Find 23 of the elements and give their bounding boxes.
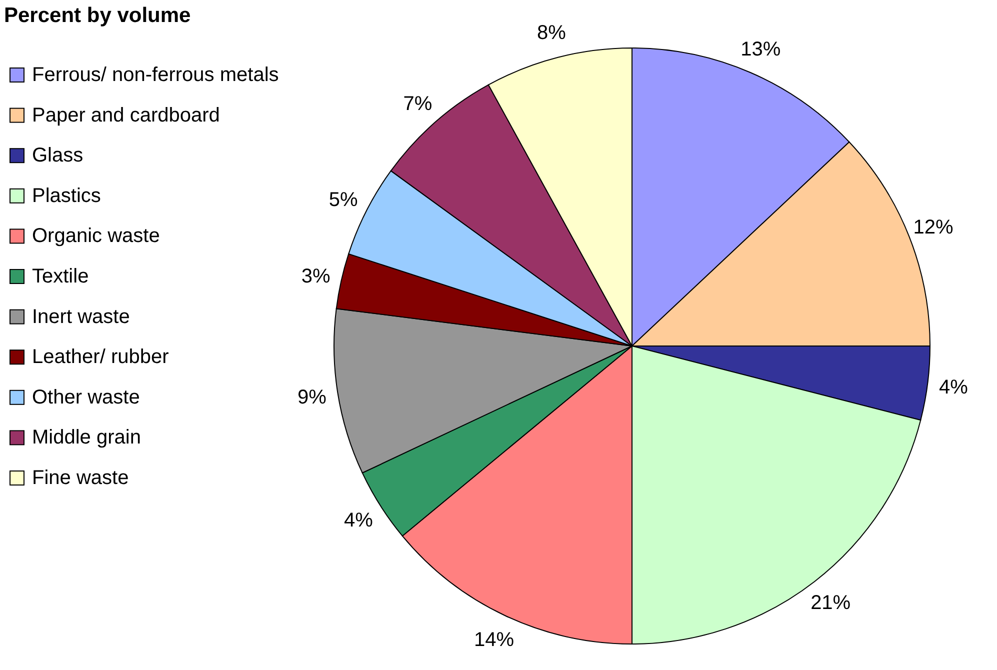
legend-label: Textile (32, 266, 89, 288)
data-label: 21% (810, 592, 851, 614)
data-label: 8% (536, 22, 566, 44)
data-label: 9% (298, 386, 327, 409)
legend-label: Organic waste (32, 225, 160, 248)
data-label: 3% (301, 265, 330, 288)
legend-label: Ferrous/ non-ferrous metals (32, 64, 279, 86)
legend-label: Other waste (32, 386, 140, 408)
data-label: 7% (403, 92, 432, 115)
data-label: 4% (938, 376, 968, 399)
legend-label: Fine waste (32, 467, 129, 489)
data-label: 5% (328, 188, 358, 211)
data-label: 14% (474, 629, 514, 652)
legend-label: Glass (32, 144, 84, 167)
legend-label: Leather/ rubber (32, 346, 170, 368)
legend-label: Middle grain (32, 426, 141, 449)
legend-label: Paper and cardboard (32, 104, 220, 126)
legend-label: Plastics (32, 184, 101, 207)
data-label: 12% (913, 216, 954, 239)
data-label: 4% (344, 510, 374, 532)
chart-title: Percent by volume (4, 4, 191, 27)
legend-label: Inert waste (32, 306, 130, 328)
data-label: 13% (740, 38, 781, 61)
